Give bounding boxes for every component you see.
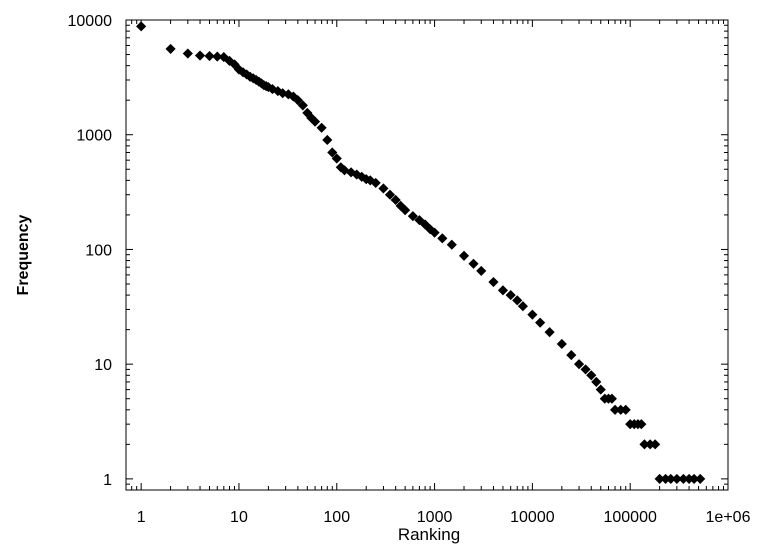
data-point	[650, 439, 661, 450]
data-point	[335, 162, 346, 173]
data-point	[544, 327, 555, 338]
data-point	[339, 165, 350, 176]
y-tick-label: 1	[103, 472, 112, 489]
data-point	[233, 64, 245, 75]
y-axis-ticks: 1 10 100 1000 10000	[68, 13, 728, 491]
data-point	[591, 376, 602, 387]
data-point	[400, 205, 411, 216]
data-point	[288, 91, 299, 102]
data-point	[292, 95, 303, 106]
data-point	[505, 290, 516, 301]
data-point	[390, 194, 401, 206]
data-point	[446, 239, 457, 250]
x-tick-label: 10000	[510, 509, 555, 526]
data-point	[573, 359, 585, 370]
data-point	[194, 50, 206, 61]
data-point	[316, 122, 327, 133]
data-point	[488, 276, 499, 288]
data-point	[365, 175, 376, 186]
x-tick-label: 100	[323, 509, 350, 526]
data-point	[606, 393, 617, 404]
data-point	[512, 295, 523, 306]
data-point	[229, 59, 240, 70]
data-point	[556, 338, 567, 350]
x-tick-label: 1	[137, 509, 146, 526]
x-axis-ticks: 1 10 100 1000 10000 100000 1e+06	[125, 20, 751, 526]
data-point	[414, 215, 425, 226]
data-point	[136, 21, 147, 32]
data-point	[407, 211, 418, 222]
data-point	[384, 189, 396, 200]
data-point	[580, 364, 591, 375]
data-point	[566, 350, 577, 361]
data-point	[468, 258, 479, 269]
data-point	[277, 88, 288, 99]
data-point	[327, 147, 338, 158]
data-point	[595, 384, 606, 395]
x-tick-label: 100000	[603, 509, 656, 526]
data-point	[636, 419, 647, 430]
data-point	[345, 167, 357, 178]
x-tick-label: 1000	[417, 509, 453, 526]
x-tick-label: 10	[230, 509, 248, 526]
data-point	[429, 227, 440, 238]
data-point	[165, 43, 176, 54]
data-point	[283, 89, 294, 100]
data-point	[331, 153, 342, 164]
data-points	[136, 21, 706, 484]
data-point	[497, 285, 509, 296]
x-tick-label: 1e+06	[706, 509, 751, 526]
data-point	[695, 473, 706, 484]
data-point	[517, 301, 528, 312]
data-point	[272, 86, 283, 97]
data-point	[267, 84, 278, 95]
y-axis-title: Frequency	[15, 214, 32, 295]
data-point	[476, 265, 487, 276]
x-axis-title: Ranking	[398, 525, 460, 544]
y-tick-label: 10	[94, 357, 112, 374]
data-point	[458, 250, 470, 261]
data-point	[370, 177, 381, 188]
data-point	[437, 233, 448, 244]
data-point	[527, 309, 538, 320]
data-point	[420, 219, 431, 230]
y-tick-label: 1000	[76, 128, 112, 145]
data-point	[378, 183, 389, 194]
data-point	[535, 317, 546, 328]
data-point	[182, 48, 193, 59]
data-point	[204, 50, 215, 62]
data-point	[586, 370, 597, 381]
data-point	[620, 404, 631, 415]
data-point	[212, 51, 223, 62]
y-tick-label: 10000	[68, 13, 113, 30]
data-point	[322, 134, 333, 146]
data-point	[425, 224, 436, 235]
data-point	[297, 100, 308, 111]
data-point	[310, 116, 321, 127]
y-tick-label: 100	[85, 242, 112, 259]
